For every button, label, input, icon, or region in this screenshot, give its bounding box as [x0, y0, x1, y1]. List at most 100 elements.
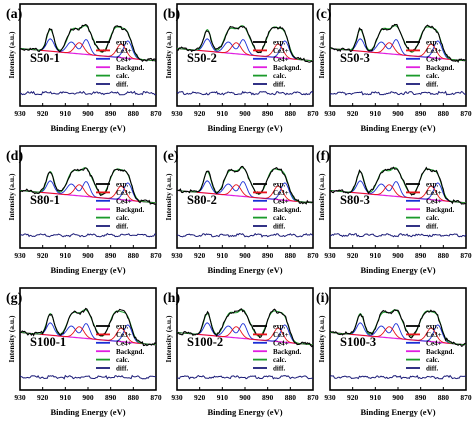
x-axis-label: Binding Energy (eV)	[360, 407, 435, 417]
legend-label: Ce4+	[273, 197, 289, 205]
panel-s100-1: (g) S100-1 Intensity (a.u.) 930 920 910 900 890…	[6, 287, 162, 417]
x-tick-label: 870	[307, 393, 319, 402]
legend-label: calc.	[426, 356, 440, 364]
legend-label: exp.	[116, 39, 129, 47]
exp-curve	[330, 166, 466, 205]
panel-label: (i)	[316, 291, 330, 306]
legend-label: Ce4+	[273, 55, 289, 63]
x-axis-label: Binding Energy (eV)	[207, 407, 282, 417]
x-tick-label: 910	[217, 109, 229, 118]
x-tick-label: 930	[14, 393, 26, 402]
x-tick-label: 910	[370, 251, 382, 260]
x-tick-label: 920	[194, 393, 206, 402]
x-tick-label: 880	[438, 251, 450, 260]
legend-label: Ce4+	[426, 339, 442, 347]
sample-label: S80-3	[340, 193, 370, 207]
x-tick-label: 900	[392, 109, 404, 118]
diff-curve	[330, 233, 466, 238]
x-tick-label: 910	[370, 109, 382, 118]
diff-curve	[177, 90, 313, 96]
legend-label: Ce3+	[116, 189, 132, 197]
legend-label: diff.	[273, 81, 286, 89]
legend-label: calc.	[273, 72, 287, 80]
x-tick-label: 870	[150, 251, 162, 260]
panel-s80-2: (e) S80-2 Intensity (a.u.) 930 920 910 900 890 8…	[163, 145, 319, 275]
y-axis-label: Intensity (a.u.)	[164, 31, 173, 78]
x-tick-label: 870	[460, 109, 472, 118]
legend-label: Backgnd.	[116, 348, 144, 356]
exp-curve	[177, 165, 313, 205]
x-tick-label: 910	[217, 393, 229, 402]
x-tick-label: 900	[82, 109, 94, 118]
y-axis-label: Intensity (a.u.)	[7, 315, 16, 362]
legend-label: Backgnd.	[273, 206, 301, 214]
x-tick-label: 920	[37, 393, 49, 402]
legend-label: diff.	[273, 223, 286, 231]
x-tick-label: 900	[239, 393, 251, 402]
ce3-curve	[330, 326, 466, 346]
sample-label: S80-2	[187, 193, 217, 207]
x-axis-label: Binding Energy (eV)	[50, 407, 125, 417]
x-tick-label: 880	[128, 393, 140, 402]
legend-label: exp.	[426, 181, 439, 189]
diff-curve	[177, 374, 313, 380]
x-tick-label: 910	[60, 109, 72, 118]
x-tick-label: 880	[128, 251, 140, 260]
plot-area	[177, 308, 313, 380]
legend-label: diff.	[273, 365, 286, 373]
legend-label: calc.	[273, 214, 287, 222]
x-tick-label: 880	[285, 393, 297, 402]
panel-s50-2: (b) S50-2 Intensity (a.u.) 930 920 910 900 890 8…	[163, 3, 319, 133]
legend-label: Ce4+	[426, 55, 442, 63]
x-tick-label: 870	[150, 393, 162, 402]
plot-area	[330, 166, 466, 238]
x-axis-label: Binding Energy (eV)	[50, 123, 125, 133]
panel-label: (a)	[6, 7, 23, 22]
legend-label: diff.	[116, 365, 129, 373]
legend-label: Ce4+	[273, 339, 289, 347]
legend-label: Ce3+	[116, 331, 132, 339]
panel-s50-1: (a) S50-1 Intensity (a.u.) 930 920 910 900 890 8…	[6, 3, 162, 133]
x-tick-label: 920	[37, 251, 49, 260]
x-tick-label: 870	[460, 393, 472, 402]
panel-label: (b)	[163, 7, 180, 22]
x-tick-label: 920	[347, 251, 359, 260]
legend-label: Backgnd.	[116, 206, 144, 214]
diff-curve	[177, 232, 313, 238]
legend-label: Ce4+	[116, 197, 132, 205]
x-tick-label: 900	[82, 251, 94, 260]
legend-label: exp.	[426, 323, 439, 331]
legend-label: calc.	[273, 356, 287, 364]
exp-curve	[330, 309, 466, 347]
sample-label: S50-3	[340, 51, 370, 65]
plot-area	[330, 309, 466, 380]
x-tick-label: 930	[14, 251, 26, 260]
legend-label: Ce4+	[116, 339, 132, 347]
ce3-curve	[177, 42, 313, 62]
sample-label: S50-2	[187, 51, 217, 65]
legend-label: exp.	[116, 181, 129, 189]
x-tick-label: 920	[194, 109, 206, 118]
sample-label: S50-1	[30, 51, 60, 65]
x-tick-label: 880	[438, 109, 450, 118]
x-tick-label: 880	[285, 251, 297, 260]
legend-label: Backgnd.	[426, 348, 454, 356]
x-tick-label: 930	[171, 393, 183, 402]
exp-curve	[20, 307, 156, 347]
y-axis-label: Intensity (a.u.)	[317, 31, 326, 78]
diff-curve	[20, 232, 156, 238]
legend-label: Ce3+	[273, 189, 289, 197]
x-tick-label: 890	[415, 393, 427, 402]
x-tick-label: 890	[262, 251, 274, 260]
x-tick-label: 930	[324, 251, 336, 260]
ce4-curve	[20, 180, 156, 204]
x-axis-label: Binding Energy (eV)	[207, 123, 282, 133]
x-tick-label: 900	[239, 251, 251, 260]
legend-label: Ce4+	[426, 197, 442, 205]
x-tick-label: 890	[262, 393, 274, 402]
x-tick-label: 890	[105, 251, 117, 260]
x-tick-label: 930	[324, 393, 336, 402]
x-tick-label: 920	[194, 251, 206, 260]
ce3-curve	[330, 184, 466, 204]
legend-label: Ce3+	[426, 47, 442, 55]
